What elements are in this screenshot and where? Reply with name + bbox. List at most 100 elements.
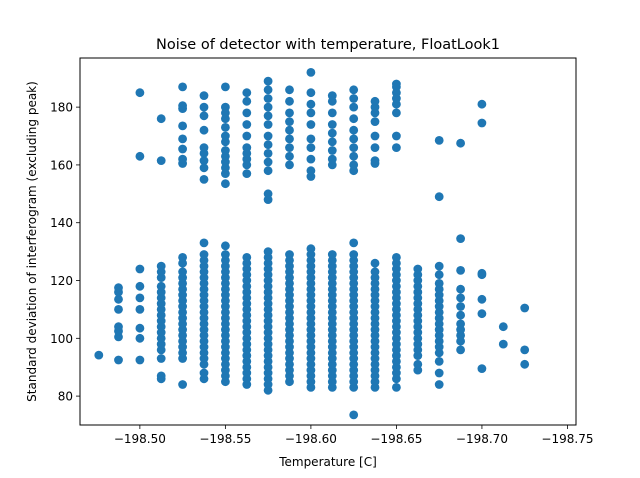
- data-point: [285, 160, 294, 170]
- data-point: [114, 283, 123, 293]
- data-point: [477, 364, 487, 373]
- data-point: [392, 383, 401, 392]
- data-point: [434, 136, 444, 145]
- data-point: [263, 166, 273, 176]
- data-point: [156, 371, 166, 381]
- data-point: [114, 355, 123, 365]
- x-tick-label: −198.75: [541, 432, 593, 446]
- data-point: [306, 108, 316, 118]
- data-point: [327, 108, 337, 118]
- data-point: [135, 88, 145, 98]
- data-point: [242, 88, 252, 98]
- data-point: [392, 131, 401, 141]
- data-point: [199, 163, 209, 173]
- data-point: [135, 333, 145, 343]
- data-point: [199, 111, 209, 121]
- data-point: [306, 134, 316, 144]
- data-point: [306, 166, 316, 176]
- data-point: [156, 354, 166, 363]
- data-point: [349, 114, 359, 124]
- data-point: [114, 294, 123, 304]
- data-point: [178, 121, 188, 131]
- data-point: [306, 143, 316, 153]
- data-point: [456, 234, 465, 244]
- data-point: [263, 102, 273, 112]
- y-tick-label: 120: [50, 274, 73, 288]
- data-point: [94, 350, 104, 360]
- data-point: [456, 302, 465, 311]
- data-point: [285, 151, 294, 161]
- data-point: [263, 120, 273, 129]
- data-point: [156, 156, 166, 166]
- data-point: [242, 96, 252, 106]
- data-point: [477, 294, 487, 304]
- data-point: [221, 179, 230, 189]
- data-point: [135, 293, 145, 303]
- data-point: [199, 91, 209, 100]
- y-tick-label: 100: [50, 332, 73, 346]
- data-point: [221, 82, 230, 92]
- data-point: [349, 125, 359, 135]
- data-point: [263, 189, 273, 199]
- data-point: [263, 157, 273, 167]
- data-point: [221, 146, 230, 155]
- data-point: [456, 266, 465, 275]
- data-point: [434, 261, 444, 271]
- data-point: [242, 143, 252, 153]
- data-point: [392, 143, 401, 153]
- data-point: [221, 241, 230, 251]
- data-point: [135, 355, 145, 365]
- data-point: [306, 99, 316, 109]
- data-point: [178, 144, 188, 154]
- data-point: [263, 140, 273, 150]
- data-point: [370, 156, 380, 166]
- data-point: [221, 250, 230, 259]
- data-point: [456, 319, 465, 329]
- data-point: [221, 131, 230, 141]
- data-point: [327, 91, 337, 100]
- data-point: [477, 268, 487, 278]
- data-point: [327, 154, 337, 164]
- data-point: [349, 238, 359, 248]
- data-point: [285, 143, 294, 153]
- data-point: [520, 345, 530, 355]
- data-point: [349, 85, 359, 95]
- data-point: [434, 368, 444, 378]
- data-point: [178, 267, 188, 277]
- data-point: [349, 134, 359, 144]
- data-point: [114, 305, 123, 314]
- data-point: [498, 322, 508, 332]
- data-point: [349, 160, 359, 170]
- data-point: [156, 261, 166, 271]
- data-point: [242, 131, 252, 141]
- x-tick-label: −198.60: [285, 432, 337, 446]
- y-axis: 80 100 120 140 160 180: [50, 101, 80, 404]
- data-point: [477, 309, 487, 319]
- data-point: [498, 339, 508, 349]
- x-tick-label: −198.70: [456, 432, 508, 446]
- data-point: [263, 85, 273, 95]
- data-point: [456, 138, 465, 148]
- data-point: [327, 128, 337, 138]
- data-point: [327, 120, 337, 129]
- x-tick-label: −198.55: [199, 432, 251, 446]
- x-axis: −198.50 −198.55 −198.60 −198.65 −198.70 −198.…: [114, 425, 593, 446]
- chart-title: Noise of detector with temperature, Floa…: [156, 37, 500, 53]
- data-point: [327, 250, 337, 259]
- data-point: [370, 131, 380, 141]
- data-point: [392, 253, 401, 262]
- data-point: [456, 293, 465, 303]
- data-point: [199, 368, 209, 378]
- data-point: [306, 120, 316, 129]
- data-point: [520, 359, 530, 369]
- data-point: [477, 99, 487, 109]
- data-point: [221, 102, 230, 112]
- plot-frame: [79, 57, 577, 426]
- data-point: [477, 118, 487, 128]
- data-point: [199, 250, 209, 259]
- data-point: [242, 120, 252, 129]
- data-point: [135, 151, 145, 161]
- data-point: [434, 270, 444, 280]
- data-point: [199, 143, 209, 153]
